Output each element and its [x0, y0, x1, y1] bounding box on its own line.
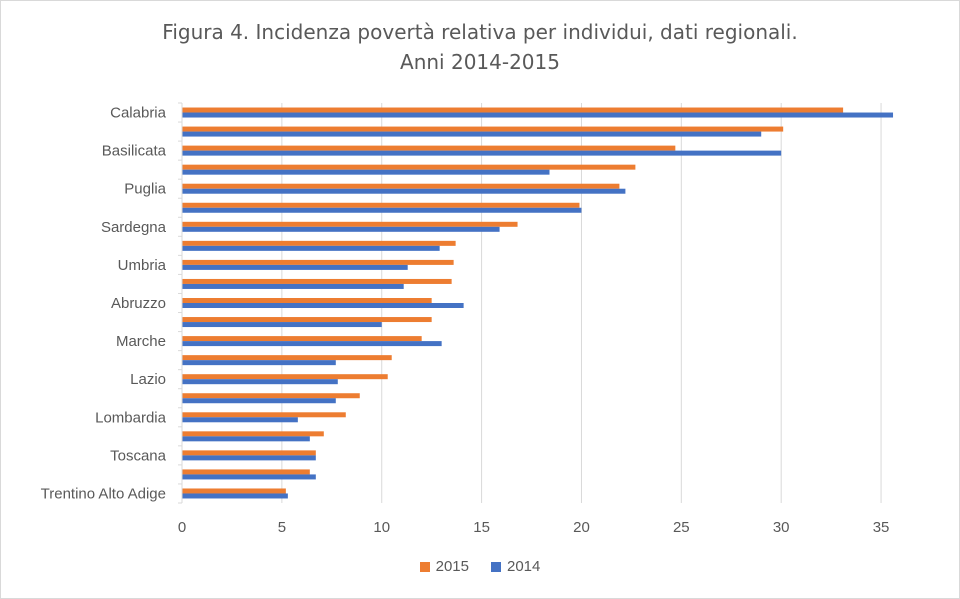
x-tick-label-0: 0: [178, 519, 186, 536]
bar-2015-toscana: [182, 450, 316, 456]
bar-2014-sardegna: [182, 226, 500, 232]
bar-2015-basilicata: [182, 145, 676, 151]
y-category-label: Marche: [116, 333, 166, 350]
bar-2014-row17: [182, 436, 310, 442]
bar-2015-lazio: [182, 374, 388, 380]
x-tick-label-5: 5: [278, 519, 286, 536]
bar-2015-row3: [182, 164, 636, 170]
y-category-label: Lombardia: [95, 409, 167, 426]
bar-2015-calabria: [182, 107, 844, 113]
bar-2014-toscana: [182, 455, 316, 461]
x-tick-label-25: 25: [673, 519, 690, 536]
bar-2014-puglia: [182, 188, 626, 194]
bar-2015-sardegna: [182, 221, 518, 227]
bar-2015-row1: [182, 126, 784, 132]
bar-2015-abruzzo: [182, 298, 432, 303]
bar-2014-trentino-alto-adige: [182, 493, 288, 499]
bar-2014-row9: [182, 283, 404, 289]
bar-2015-marche: [182, 336, 422, 342]
bar-2015-lombardia: [182, 412, 346, 418]
legend-label-2014: 2014: [507, 558, 541, 575]
bar-2015-umbria: [182, 259, 454, 265]
bar-2014-row19: [182, 474, 316, 480]
bar-2014-lombardia: [182, 417, 298, 423]
x-tick-label-10: 10: [373, 519, 390, 536]
legend-item-2014: 2014: [491, 558, 540, 575]
x-axis: 0 5 10 15 20 25 30 35: [178, 519, 890, 536]
x-tick-label-30: 30: [773, 519, 790, 536]
bar-2015-row7: [182, 240, 456, 246]
bar-2015-row11: [182, 317, 432, 323]
y-category-label: Trentino Alto Adige: [41, 485, 166, 502]
x-tick-label-35: 35: [873, 519, 890, 536]
bar-2015-row15: [182, 393, 360, 399]
bar-2014-row1: [182, 131, 762, 137]
bar-2014-marche: [182, 341, 442, 347]
bar-2014-row11: [182, 322, 382, 328]
bar-2014-row7: [182, 245, 440, 251]
bar-2015-row5: [182, 202, 580, 208]
y-category-label: Abruzzo: [111, 295, 166, 312]
y-category-label: Lazio: [130, 371, 166, 388]
chart-title-line2: Anni 2014-2015: [400, 50, 560, 74]
bar-2015-puglia: [182, 183, 620, 189]
y-category-label: Toscana: [110, 447, 167, 464]
bar-2014-umbria: [182, 264, 408, 270]
bar-2014-row3: [182, 169, 550, 175]
bar-2014-row13: [182, 360, 336, 366]
legend-swatch-2014: [491, 561, 501, 572]
legend-label-2015: 2015: [435, 558, 469, 575]
legend-swatch-2015: [419, 561, 430, 572]
y-category-label: Sardegna: [101, 219, 167, 236]
x-tick-label-15: 15: [473, 519, 490, 536]
bar-2015-row9: [182, 278, 452, 284]
bar-2014-basilicata: [182, 150, 782, 156]
legend: 2015 2014: [0, 558, 960, 575]
bar-2014-row5: [182, 207, 582, 213]
y-category-label: Puglia: [124, 181, 166, 198]
bar-2015-row19: [182, 469, 310, 475]
y-category-label: Calabria: [110, 105, 167, 122]
bar-2015-row13: [182, 355, 392, 361]
bar-2015-trentino-alto-adige: [182, 488, 286, 494]
bars: [182, 107, 894, 499]
legend-item-2015: 2015: [419, 558, 469, 575]
bar-2015-row17: [182, 431, 324, 437]
x-tick-label-20: 20: [573, 519, 590, 536]
bar-2014-abruzzo: [182, 303, 464, 308]
bar-2014-lazio: [182, 379, 338, 385]
y-category-label: Umbria: [118, 257, 167, 274]
y-category-label: Basilicata: [102, 143, 167, 160]
y-axis: Calabria Basilicata Puglia Sardegna Umbria Ab…: [41, 102, 183, 504]
bar-2014-row15: [182, 398, 336, 404]
chart-title-line1: Figura 4. Incidenza povertà relativa per…: [162, 20, 798, 44]
bar-2014-calabria: [182, 112, 894, 118]
